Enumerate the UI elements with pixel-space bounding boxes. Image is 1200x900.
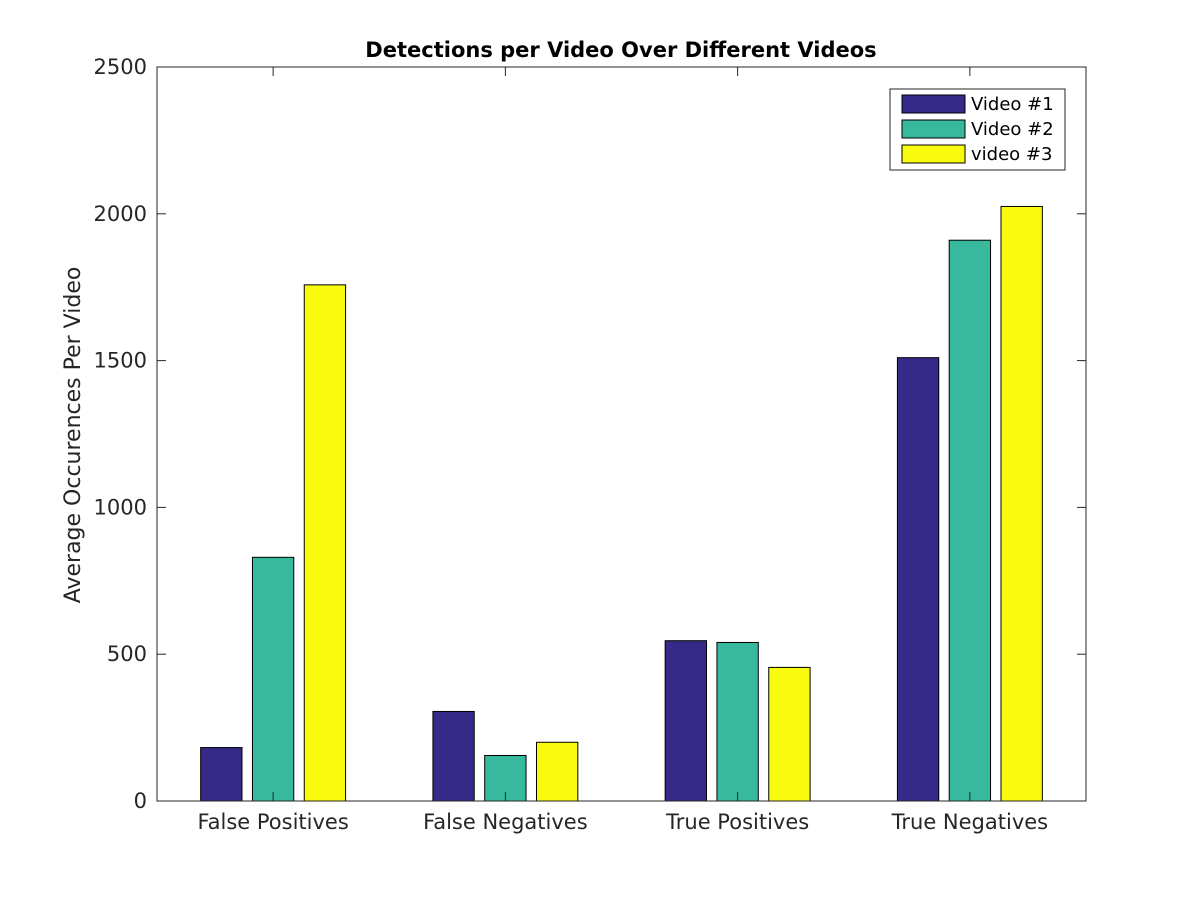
bar-2-4 [948,239,992,802]
legend: Video #1 Video #2 video #3 [889,88,1066,171]
legend-label-2: Video #2 [971,119,1054,140]
legend-label-1: Video #1 [971,94,1054,115]
legend-label-3: video #3 [971,144,1052,165]
bar-1-2 [432,710,475,802]
bar-2-1 [251,556,295,802]
legend-swatch-3 [901,144,966,164]
x-tick-label: False Negatives [423,810,588,834]
x-tick-label: False Positives [197,810,348,834]
legend-swatch-1 [901,94,966,114]
bar-3-4 [1000,205,1043,802]
bar-2-3 [716,641,759,802]
bar-1-1 [200,747,243,802]
y-tick-label: 2500 [94,55,147,79]
y-tick-label: 1500 [94,349,147,373]
plot-frame [156,66,1087,802]
bar-3-3 [768,666,811,802]
bars-layer [200,205,1043,802]
y-tick-label: 2000 [94,202,147,226]
chart-title: Detections per Video Over Different Vide… [365,38,876,62]
axes-layer: 0 500 1000 1500 2000 2500 False Positives False… [94,55,1087,834]
y-tick-label: 500 [107,642,147,666]
legend-swatch-2 [901,119,966,139]
y-axis-label: Average Occurences Per Video [61,267,86,604]
y-tick-label: 0 [134,789,147,813]
bar-3-2 [536,741,579,802]
y-tick-label: 1000 [94,495,147,519]
bar-1-3 [664,640,707,802]
bar-3-1 [303,284,347,802]
x-tick-label: True Negatives [891,810,1048,834]
x-tick-label: True Positives [665,810,809,834]
bar-1-4 [896,357,940,802]
